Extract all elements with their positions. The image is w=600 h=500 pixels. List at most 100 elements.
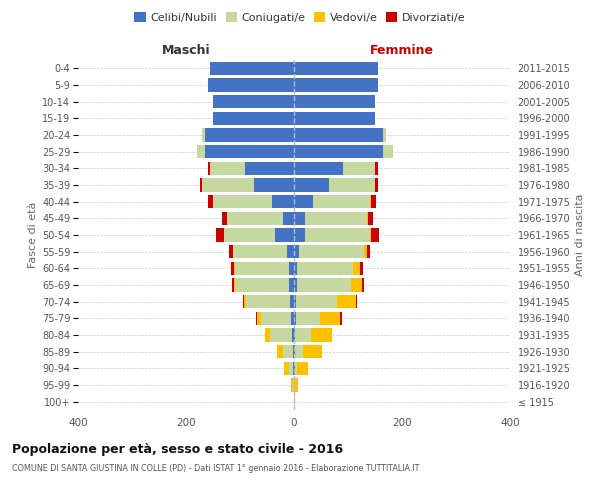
Bar <box>294 78 378 92</box>
Text: Maschi: Maschi <box>161 44 211 57</box>
Bar <box>247 295 290 308</box>
Bar <box>213 95 294 108</box>
Bar <box>270 328 292 342</box>
Bar <box>261 312 291 325</box>
Bar <box>375 162 378 175</box>
Y-axis label: Anni di nascita: Anni di nascita <box>575 194 584 276</box>
Bar <box>235 278 289 291</box>
Bar <box>245 162 294 175</box>
Bar <box>294 212 305 225</box>
Bar <box>296 295 337 308</box>
Bar <box>205 145 294 158</box>
Bar <box>275 228 294 241</box>
Bar <box>294 162 343 175</box>
Bar <box>367 212 368 225</box>
Bar <box>254 178 294 192</box>
Bar <box>343 162 375 175</box>
Bar <box>233 278 235 291</box>
Bar <box>257 312 261 325</box>
Bar <box>383 145 393 158</box>
Bar <box>232 278 233 291</box>
Bar <box>211 162 245 175</box>
Bar <box>329 178 375 192</box>
Bar <box>283 212 294 225</box>
Bar <box>305 212 367 225</box>
Bar <box>213 195 272 208</box>
Bar <box>290 295 294 308</box>
Bar <box>292 328 294 342</box>
Bar <box>296 278 350 291</box>
Bar <box>370 195 371 208</box>
Bar <box>213 112 294 125</box>
Bar <box>244 295 247 308</box>
Bar <box>299 245 364 258</box>
Bar <box>360 262 362 275</box>
Bar <box>294 195 313 208</box>
Bar <box>289 262 294 275</box>
Bar <box>337 295 356 308</box>
Bar <box>368 212 373 225</box>
Bar <box>265 328 270 342</box>
Bar <box>340 312 341 325</box>
Bar <box>208 162 211 175</box>
Bar <box>293 378 294 392</box>
Bar <box>227 212 283 225</box>
Bar <box>294 228 305 241</box>
Bar <box>350 278 361 291</box>
Bar <box>364 245 367 258</box>
Bar <box>284 362 289 375</box>
Bar <box>293 345 294 358</box>
Bar <box>233 245 287 258</box>
Text: Popolazione per età, sesso e stato civile - 2016: Popolazione per età, sesso e stato civil… <box>12 442 343 456</box>
Bar <box>320 312 340 325</box>
Bar <box>294 378 295 392</box>
Bar <box>208 195 213 208</box>
Bar <box>235 262 289 275</box>
Bar <box>295 378 298 392</box>
Bar <box>313 195 370 208</box>
Bar <box>294 312 296 325</box>
Bar <box>294 295 296 308</box>
Bar <box>375 178 378 192</box>
Bar <box>370 228 371 241</box>
Bar <box>256 312 257 325</box>
Bar <box>361 278 364 291</box>
Bar <box>242 295 244 308</box>
Bar <box>367 245 370 258</box>
Bar <box>383 128 386 141</box>
Bar <box>294 262 296 275</box>
Bar <box>208 78 294 92</box>
Bar <box>294 128 383 141</box>
Bar <box>296 312 320 325</box>
Bar <box>295 362 297 375</box>
Text: COMUNE DI SANTA GIUSTINA IN COLLE (PD) - Dati ISTAT 1° gennaio 2016 - Elaborazio: COMUNE DI SANTA GIUSTINA IN COLLE (PD) -… <box>12 464 419 473</box>
Bar <box>371 228 379 241</box>
Bar <box>294 345 295 358</box>
Bar <box>283 345 293 358</box>
Bar <box>292 378 293 392</box>
Bar <box>294 278 296 291</box>
Bar <box>296 262 353 275</box>
Text: Femmine: Femmine <box>370 44 434 57</box>
Bar <box>197 145 205 158</box>
Bar <box>295 328 311 342</box>
Bar <box>311 328 332 342</box>
Bar <box>294 145 383 158</box>
Bar <box>211 62 294 75</box>
Bar <box>199 178 202 192</box>
Bar <box>202 128 205 141</box>
Bar <box>205 128 294 141</box>
Bar <box>291 312 294 325</box>
Bar <box>353 262 360 275</box>
Bar <box>371 195 376 208</box>
Bar <box>222 212 227 225</box>
Bar <box>277 345 283 358</box>
Bar <box>294 328 295 342</box>
Bar <box>294 245 299 258</box>
Bar <box>295 345 303 358</box>
Bar <box>303 345 322 358</box>
Bar <box>294 95 375 108</box>
Bar <box>294 178 329 192</box>
Bar <box>231 262 233 275</box>
Bar <box>272 195 294 208</box>
